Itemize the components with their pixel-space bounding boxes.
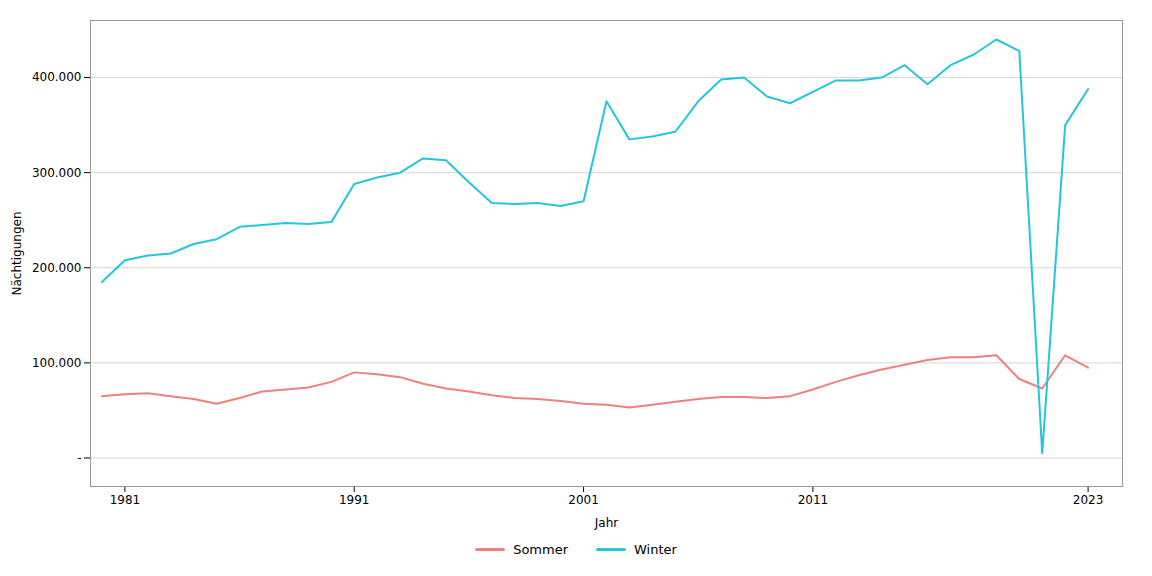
html-text:Winter: Winter — [634, 542, 677, 557]
svg-text:2011: 2011 — [798, 493, 829, 507]
svg-text:-: - — [77, 451, 81, 465]
svg-text:1991: 1991 — [339, 493, 370, 507]
svg-text:Jahr: Jahr — [594, 516, 618, 530]
html-text:Sommer: Sommer — [513, 542, 568, 557]
svg-text:100.000: 100.000 — [32, 356, 82, 370]
svg-text:300.000: 300.000 — [32, 166, 82, 180]
svg-text:2023: 2023 — [1073, 493, 1104, 507]
svg-text:Nächtigungen: Nächtigungen — [10, 211, 24, 295]
svg-text:1981: 1981 — [110, 493, 141, 507]
svg-text:400.000: 400.000 — [32, 70, 82, 84]
svg-text:2001: 2001 — [568, 493, 599, 507]
svg-text:200.000: 200.000 — [32, 261, 82, 275]
